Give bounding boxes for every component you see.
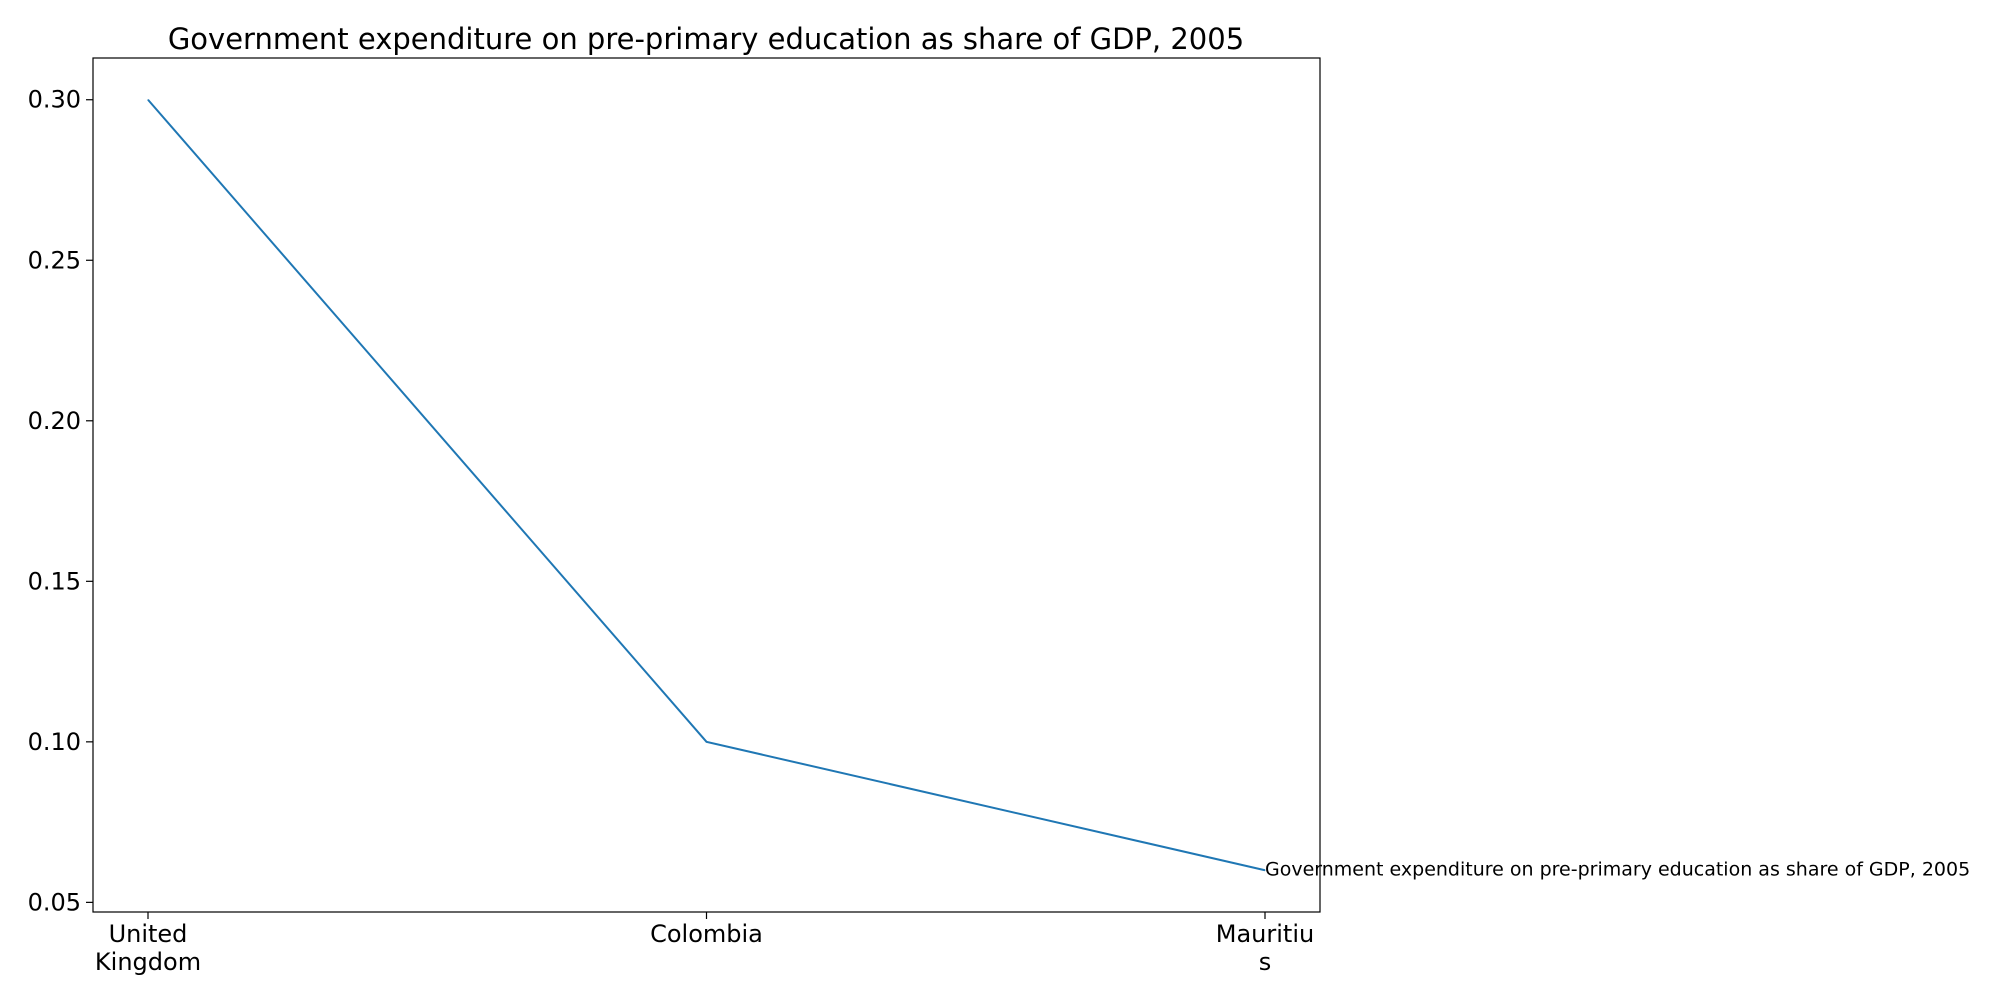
y-tick-label: 0.30 (28, 86, 81, 114)
series-end-label: Government expenditure on pre-primary ed… (1265, 858, 1970, 880)
plot-area-frame (92, 57, 1321, 913)
y-axis: 0.05 0.10 0.15 0.20 0.25 0.30 (28, 86, 93, 916)
y-tick-label: 0.15 (28, 567, 81, 595)
y-tick-label: 0.20 (28, 407, 81, 435)
data-point (147, 99, 149, 101)
data-point (706, 741, 707, 743)
series-line (147, 99, 1266, 872)
y-tick-label: 0.25 (28, 246, 81, 274)
x-axis: United Kingdom Colombia Mauritiu s (95, 912, 1314, 976)
x-tick-label: Colombia (650, 920, 763, 948)
chart-title: Government expenditure on pre-primary ed… (168, 22, 1244, 56)
x-tick-label: Mauritiu s (1216, 920, 1314, 976)
x-tick-label: United Kingdom (95, 920, 201, 976)
y-tick-label: 0.05 (28, 888, 81, 916)
series-layer: Government expenditure on pre-primary ed… (147, 99, 1970, 880)
data-point (1264, 869, 1266, 871)
y-tick-label: 0.10 (28, 728, 81, 756)
